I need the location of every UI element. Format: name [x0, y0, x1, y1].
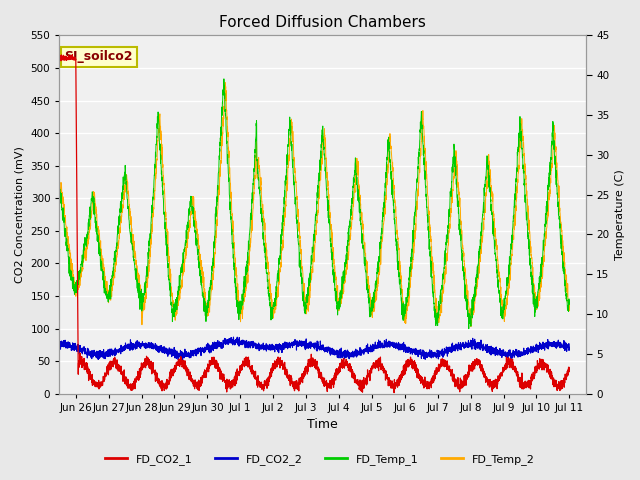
X-axis label: Time: Time: [307, 419, 338, 432]
Title: Forced Diffusion Chambers: Forced Diffusion Chambers: [219, 15, 426, 30]
Text: SI_soilco2: SI_soilco2: [65, 50, 133, 63]
Y-axis label: CO2 Concentration (mV): CO2 Concentration (mV): [15, 146, 25, 283]
Legend: FD_CO2_1, FD_CO2_2, FD_Temp_1, FD_Temp_2: FD_CO2_1, FD_CO2_2, FD_Temp_1, FD_Temp_2: [100, 450, 540, 469]
Y-axis label: Temperature (C): Temperature (C): [615, 169, 625, 260]
